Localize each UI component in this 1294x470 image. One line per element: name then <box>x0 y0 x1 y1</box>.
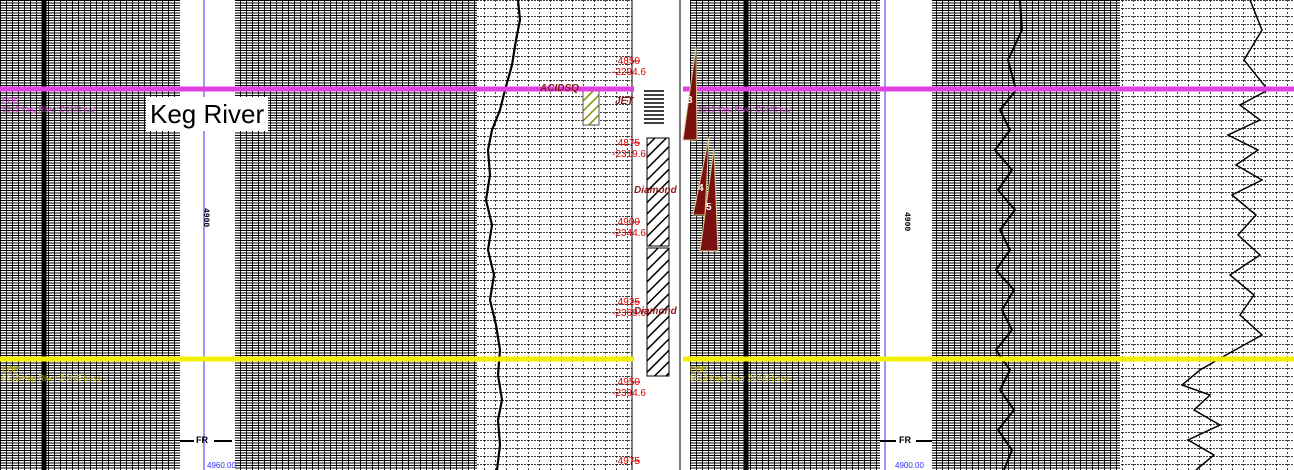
depth-ticks <box>632 60 640 462</box>
left-track-1-grid <box>0 0 180 470</box>
base-marker-left-label: EOR <box>2 365 20 374</box>
left-log-panel <box>0 0 633 470</box>
depth-ss-4925: -2369.6 <box>612 308 646 319</box>
depth-md-4900: 4900 <box>617 217 640 228</box>
right-track-1-grid <box>690 0 880 470</box>
left-track-3-grid <box>477 0 632 470</box>
fr-marker-right: FR <box>899 435 911 445</box>
bottom-right-small-label: 4900.00 <box>895 461 924 470</box>
test-marker-3-label: 3 <box>687 95 693 106</box>
jet-label: JET <box>615 96 634 107</box>
right-curve-b <box>1180 0 1270 470</box>
test-marker-5-label: 5 <box>706 202 712 213</box>
base-marker-right-label: EOR <box>690 365 708 374</box>
bottom-left-small-label: 4960.00 <box>207 461 236 470</box>
depth-ss-4850: -2294.6 <box>612 67 646 78</box>
depth-md-4925: 4925 <box>617 297 640 308</box>
depth-ss-4875: -2319.6 <box>612 149 646 160</box>
depth-md-4975: 4975 <box>617 456 640 467</box>
base-marker-left-sub: 5512 Keg River ZONE base <box>2 374 102 383</box>
right-curve-a <box>993 0 1024 470</box>
left-track-2-grid <box>235 0 477 470</box>
top-marker-right-sub: 5512 Keg River ZONE top <box>698 105 791 114</box>
depth-md-4950: 4950 <box>617 377 640 388</box>
test-marker-4-label: 4 <box>698 183 704 194</box>
test-marker-4 <box>692 136 710 216</box>
test-marker-3 <box>682 46 698 141</box>
depth-ss-4950: -2394.6 <box>612 388 646 399</box>
right-track-3-grid <box>1120 0 1294 470</box>
depth-ss-4900: -2344.6 <box>612 228 646 239</box>
left-gr-curve <box>484 0 522 470</box>
base-marker-right-sub: 5512 Keg River ZONE base <box>690 374 790 383</box>
core-interval-2 <box>646 247 670 377</box>
test-marker-5 <box>699 147 719 252</box>
jet-perforation-symbol <box>644 90 664 124</box>
depth-md-4850: 4850 <box>617 56 640 67</box>
center-track <box>582 0 681 470</box>
left-track-depth-label: 4900 <box>201 208 210 228</box>
core-interval-1 <box>646 137 670 247</box>
right-log-panel <box>690 0 1294 470</box>
acidize-label: ACIDSQ <box>540 83 579 94</box>
top-marker-left-label: EOR <box>2 96 20 105</box>
diamond-label-1: Diamond <box>634 185 677 196</box>
fr-marker-left: FR <box>196 435 208 445</box>
depth-md-4875: 4875 <box>617 138 640 149</box>
top-marker-left-sub: 5512 Keg River ZONE top <box>2 105 95 114</box>
diamond-label-2: Diamond <box>634 306 677 317</box>
formation-top-label: Keg River <box>146 97 269 131</box>
acid-squeeze-interval <box>582 90 600 126</box>
right-track-depth-label: 4900 <box>902 212 911 232</box>
